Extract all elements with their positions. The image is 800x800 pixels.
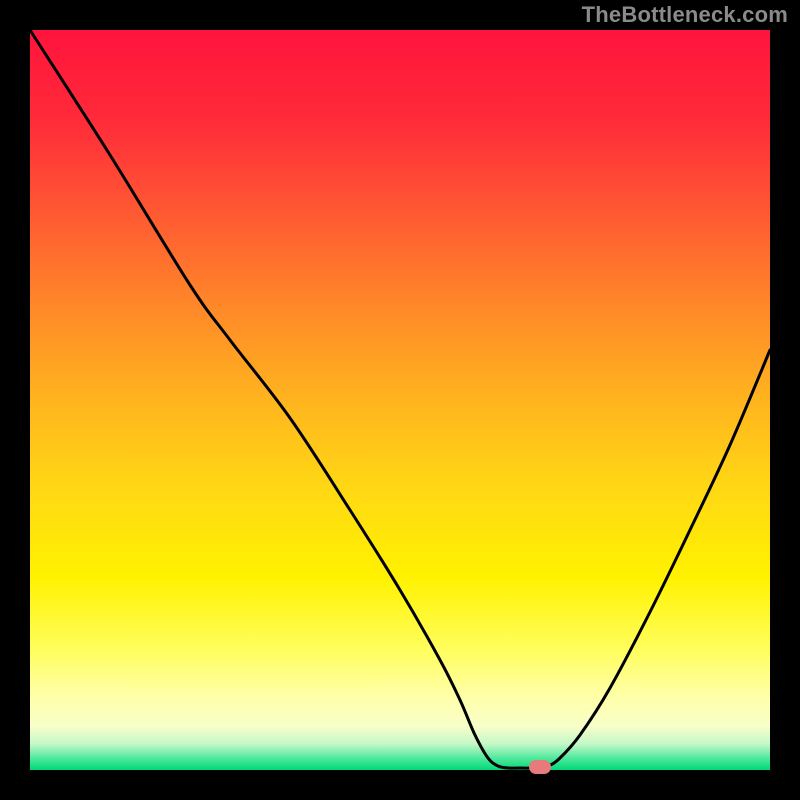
bottleneck-chart: TheBottleneck.com [0, 0, 800, 800]
gradient-plot-area [30, 30, 770, 770]
watermark-text: TheBottleneck.com [582, 2, 788, 28]
chart-svg [0, 0, 800, 800]
optimal-point-marker [529, 760, 551, 774]
